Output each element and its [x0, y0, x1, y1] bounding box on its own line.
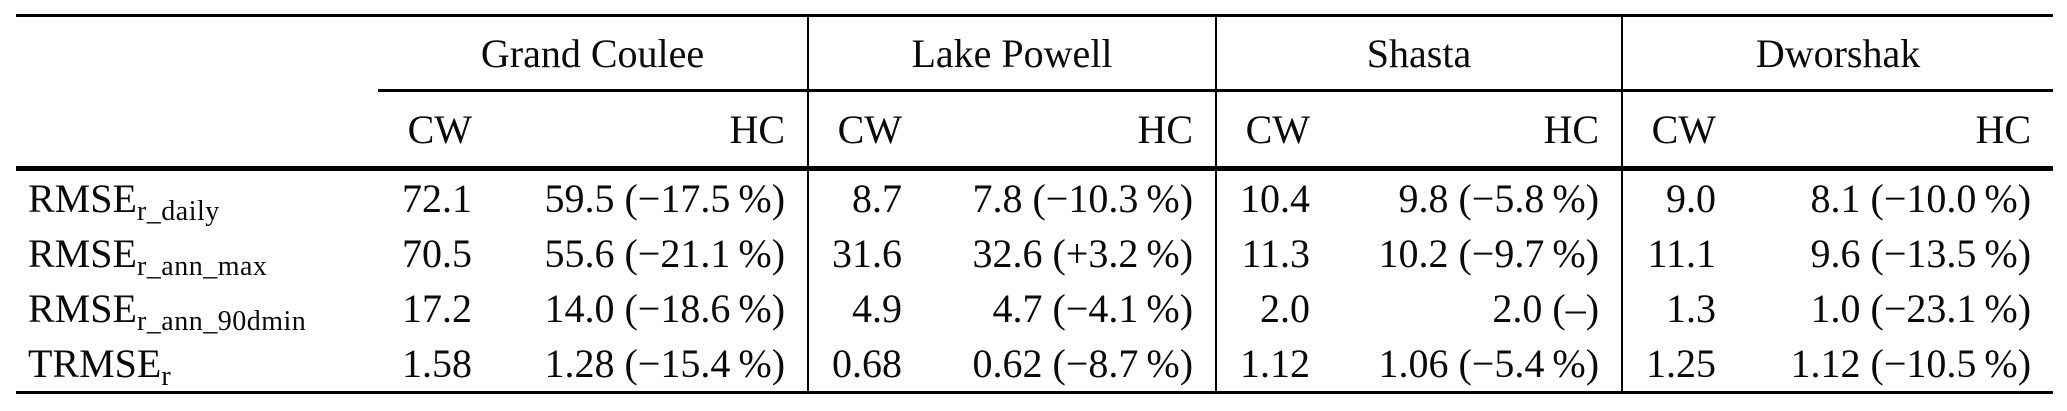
cell-shasta-hc: 10.2 (−9.7 %)	[1378, 230, 1600, 276]
metric-subscript: r_ann_max	[136, 250, 268, 282]
cell-dworshak-hc: 1.0 (−23.1 %)	[1810, 285, 2032, 331]
cell-dworshak-cw: 1.25	[1621, 336, 1729, 393]
corner-spacer	[16, 90, 378, 171]
cell-grand-coulee-hc: 55.6 (−21.1 %)	[544, 230, 786, 276]
cell-dworshak-cw: 11.1	[1621, 226, 1729, 281]
row-label: RMSEr_daily	[16, 169, 378, 227]
cell-dworshak-cw: 9.0	[1621, 168, 1729, 226]
cell-grand-coulee-cw: 17.2	[402, 285, 472, 331]
cell-grand-coulee-hc: 14.0 (−18.6 %)	[544, 285, 786, 331]
cell-grand-coulee-hc: 1.28 (−15.4 %)	[544, 340, 786, 386]
col-header-hc: HC	[484, 90, 809, 171]
table-row-rmse-daily: RMSEr_daily 72.1 59.5 (−17.5 %) 8.7 7.8 …	[16, 168, 2053, 227]
cell-lake-powell-cw: 0.68	[807, 336, 915, 393]
row-label: RMSEr_ann_max	[16, 226, 378, 281]
scenario-header-row: CW HC CW HC CW HC CW HC	[16, 90, 2054, 171]
metric-name: TRMSE	[28, 340, 162, 386]
cell-grand-coulee-hc: 59.5 (−17.5 %)	[544, 175, 786, 221]
metric-name: RMSE	[28, 285, 137, 331]
metric-name: RMSE	[28, 230, 137, 276]
table-row-rmse-ann-90dmin: RMSEr_ann_90dmin 17.2 14.0 (−18.6 %) 4.9…	[16, 281, 2053, 336]
cell-lake-powell-hc: 0.62 (−8.7 %)	[972, 340, 1194, 386]
cell-dworshak-hc: 8.1 (−10.0 %)	[1810, 175, 2032, 221]
reservoir-header-dworshak: Dworshak	[1621, 15, 2054, 92]
cell-shasta-cw: 10.4	[1215, 168, 1323, 226]
col-header-cw: CW	[807, 90, 915, 171]
metric-subscript: r_ann_90dmin	[136, 305, 307, 337]
metric-name: RMSE	[28, 175, 137, 221]
cell-shasta-cw: 1.12	[1215, 336, 1323, 393]
cell-lake-powell-hc: 32.6 (+3.2 %)	[972, 230, 1194, 276]
cell-dworshak-hc: 1.12 (−10.5 %)	[1790, 340, 2032, 386]
table-row-rmse-ann-max: RMSEr_ann_max 70.5 55.6 (−21.1 %) 31.6 3…	[16, 226, 2053, 281]
row-label: TRMSEr	[16, 336, 378, 393]
col-header-hc: HC	[1322, 90, 1623, 171]
reservoir-metrics-table: Grand Coulee Lake Powell Shasta Dworshak…	[16, 14, 2054, 394]
cell-shasta-hc: 9.8 (−5.8 %)	[1398, 175, 1600, 221]
cell-lake-powell-cw: 8.7	[807, 168, 915, 226]
reservoir-header-row: Grand Coulee Lake Powell Shasta Dworshak	[16, 15, 2054, 92]
cell-shasta-hc: 1.06 (−5.4 %)	[1378, 340, 1600, 386]
table-row-trmse: TRMSEr 1.58 1.28 (−15.4 %) 0.68 0.62 (−8…	[16, 336, 2053, 393]
cell-dworshak-cw: 1.3	[1621, 281, 1729, 336]
col-header-hc: HC	[1728, 90, 2054, 171]
metric-subscript: r_daily	[136, 195, 220, 227]
col-header-cw: CW	[378, 90, 484, 171]
cell-lake-powell-cw: 31.6	[807, 226, 915, 281]
col-header-cw: CW	[1621, 90, 1729, 171]
cell-shasta-hc: 2.0 (–)	[1492, 285, 1600, 331]
cell-shasta-cw: 2.0	[1215, 281, 1323, 336]
cell-dworshak-hc: 9.6 (−13.5 %)	[1810, 230, 2032, 276]
cell-grand-coulee-cw: 72.1	[402, 175, 472, 221]
cell-lake-powell-hc: 7.8 (−10.3 %)	[972, 175, 1194, 221]
col-header-cw: CW	[1215, 90, 1323, 171]
cell-lake-powell-cw: 4.9	[807, 281, 915, 336]
col-header-hc: HC	[914, 90, 1217, 171]
cell-shasta-cw: 11.3	[1215, 226, 1323, 281]
reservoir-header-grand-coulee: Grand Coulee	[378, 15, 809, 92]
row-label: RMSEr_ann_90dmin	[16, 281, 378, 336]
cell-grand-coulee-cw: 1.58	[402, 340, 472, 386]
metric-subscript: r	[161, 360, 172, 392]
cell-lake-powell-hc: 4.7 (−4.1 %)	[992, 285, 1194, 331]
reservoir-header-lake-powell: Lake Powell	[807, 15, 1217, 92]
reservoir-header-shasta: Shasta	[1215, 15, 1623, 92]
cell-grand-coulee-cw: 70.5	[402, 230, 472, 276]
corner-spacer	[16, 16, 378, 91]
